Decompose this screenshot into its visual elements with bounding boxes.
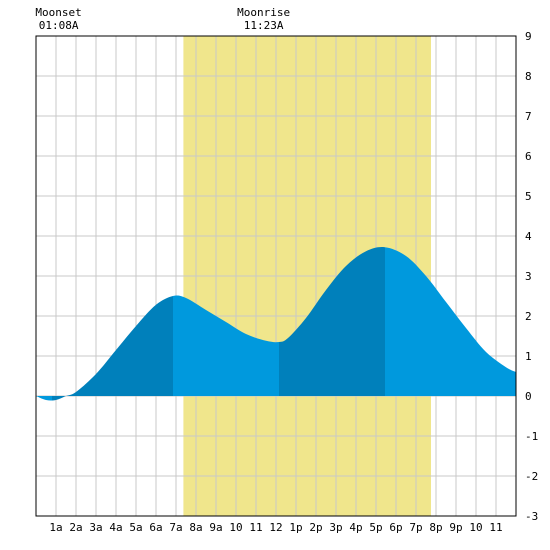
x-tick-label: 1a [49,521,62,534]
y-tick-label: -3 [525,510,538,523]
tide-area-segment [173,295,279,396]
x-axis: 1a 2a 3a 4a 5a 6a 7a 8a 9a 10 11 12 1p 2p 3p 4p 5p 6p 7p 8p… [49,521,502,534]
y-tick-label: 1 [525,350,532,363]
x-tick-label: 10 [229,521,242,534]
x-tick-label: 10 [469,521,482,534]
x-tick-label: 4p [349,521,362,534]
y-tick-label: 7 [525,110,532,123]
x-tick-label: 8p [429,521,442,534]
y-tick-label: 9 [525,30,532,43]
tide-area-segment [36,396,52,401]
x-tick-label: 5p [369,521,382,534]
x-tick-label: 6p [389,521,402,534]
plot-border [35,35,517,517]
x-tick-label: 11 [249,521,262,534]
moon-event-time: 01:08A [39,19,79,32]
y-tick-label: 0 [525,390,532,403]
x-tick-label: 7p [409,521,422,534]
x-tick-label: 12 [269,521,282,534]
y-tick-label: 5 [525,190,532,203]
x-tick-label: 7a [169,521,182,534]
tide-area-layer [36,247,516,401]
tide-area-segment [385,247,516,396]
x-tick-label: 4a [109,521,122,534]
x-tick-label: 11 [489,521,502,534]
x-tick-label: 9p [449,521,462,534]
y-tick-label: 6 [525,150,532,163]
y-axis: -3 -2 -1 0 1 2 3 4 5 6 7 8 9 [525,30,538,523]
moon-event-label: Moonset [35,6,81,19]
y-tick-label: 4 [525,230,532,243]
tide-area-segment [279,247,385,396]
y-tick-label: -1 [525,430,538,443]
y-tick-label: -2 [525,470,538,483]
tide-area-segment [52,296,173,401]
y-tick-label: 3 [525,270,532,283]
x-tick-label: 3p [329,521,342,534]
moon-event-label: Moonrise [237,6,290,19]
x-tick-label: 2a [69,521,82,534]
x-tick-label: 5a [129,521,142,534]
y-tick-label: 8 [525,70,532,83]
y-tick-label: 2 [525,310,532,323]
x-tick-label: 1p [289,521,302,534]
x-tick-label: 8a [189,521,202,534]
x-tick-label: 6a [149,521,162,534]
grid-layer [36,36,516,516]
x-tick-label: 9a [209,521,222,534]
x-tick-label: 3a [89,521,102,534]
moon-event-time: 11:23A [244,19,284,32]
x-tick-label: 2p [309,521,322,534]
